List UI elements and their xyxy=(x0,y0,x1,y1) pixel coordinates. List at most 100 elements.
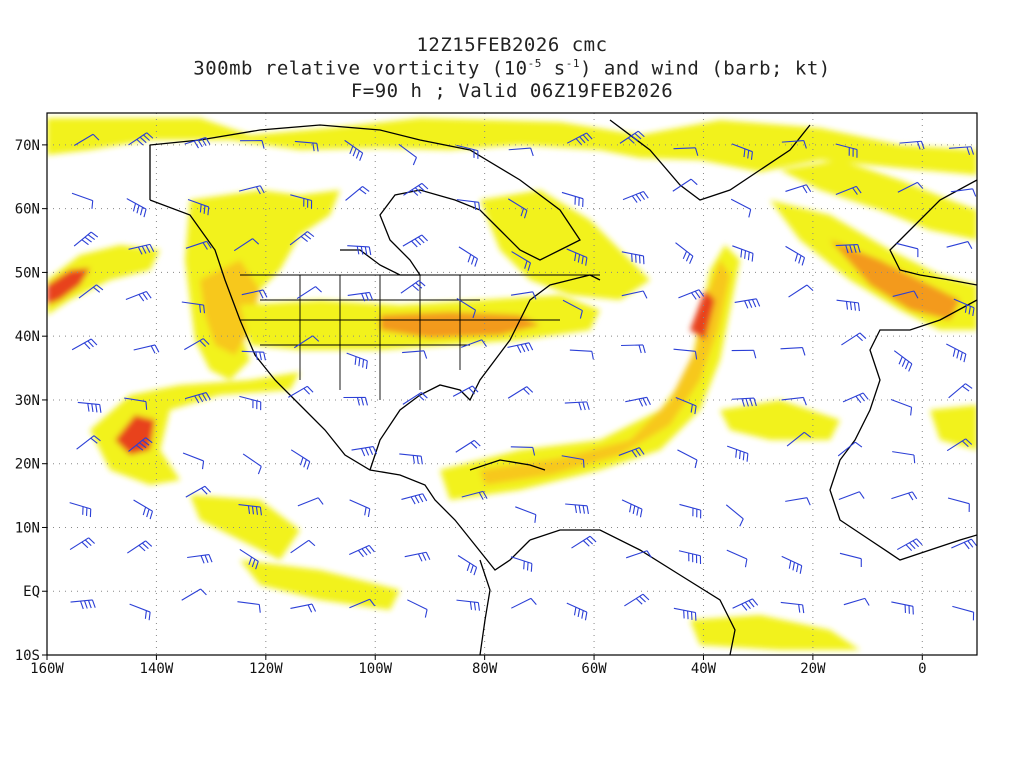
wind-barb xyxy=(781,555,803,574)
vort-band-aleutian xyxy=(47,245,160,315)
wind-barb xyxy=(785,184,812,194)
wind-barb xyxy=(288,385,314,398)
wind-barb xyxy=(508,147,534,157)
wind-barb xyxy=(241,289,268,299)
wind-barb xyxy=(345,186,370,201)
wind-barb xyxy=(673,607,697,621)
wind-barb xyxy=(725,504,744,527)
wind-barb xyxy=(71,192,94,209)
wind-barb xyxy=(290,194,313,209)
wind-barb xyxy=(566,248,588,266)
wind-barb xyxy=(293,335,320,349)
wind-barb xyxy=(133,499,154,520)
wind-barb xyxy=(290,449,311,470)
wind-barb xyxy=(402,391,428,405)
wind-barb xyxy=(296,286,322,300)
wind-barb xyxy=(561,191,584,207)
wind-barb xyxy=(510,446,536,456)
lon-tick-label: 80W xyxy=(472,661,498,677)
wind-barb xyxy=(511,251,531,271)
wind-barb xyxy=(569,349,594,360)
lon-tick-label: 20W xyxy=(800,661,826,677)
wind-barb xyxy=(788,284,814,298)
wind-barb xyxy=(947,497,970,512)
wind-barb xyxy=(402,350,428,359)
wind-barb xyxy=(780,601,805,614)
wind-barb xyxy=(458,246,478,267)
wind-barb xyxy=(456,199,481,211)
wind-barb xyxy=(678,550,702,565)
wind-barb xyxy=(133,344,160,354)
wind-barb xyxy=(344,139,364,161)
wind-barb xyxy=(400,280,426,294)
wind-barb xyxy=(619,130,645,144)
lon-tick-label: 160W xyxy=(30,661,64,677)
map-axes: 160W 140W 120W 100W 80W 60W 40W 20W 0 10S EQ 10N 20N… xyxy=(15,138,927,677)
wind-barb xyxy=(455,439,481,453)
wind-barb xyxy=(127,540,153,554)
lat-tick-label: 10N xyxy=(15,520,40,536)
wind-barb xyxy=(70,599,96,610)
wind-barb xyxy=(952,605,975,621)
wind-barb xyxy=(452,385,479,397)
wind-barb xyxy=(347,245,372,256)
wind-barb xyxy=(290,603,317,613)
lon-tick-label: 140W xyxy=(140,661,174,677)
coast-europe-africa xyxy=(829,179,977,561)
wind-barb xyxy=(398,143,417,166)
lat-tick-label: EQ xyxy=(23,584,40,600)
wind-barb xyxy=(626,550,652,559)
wind-barb xyxy=(731,349,757,359)
wind-barb xyxy=(510,291,537,300)
wind-barb xyxy=(456,297,477,319)
wind-barb xyxy=(407,599,428,618)
wind-barb xyxy=(621,344,646,354)
wind-barb xyxy=(677,449,698,469)
coast-south-america xyxy=(479,529,736,655)
wind-barb xyxy=(457,555,478,576)
vort-band-tropical-2 xyxy=(240,560,400,610)
vort-core-subtropical-pacific xyxy=(115,415,155,455)
vort-core-europe xyxy=(830,240,960,320)
lon-tick-label: 0 xyxy=(918,661,926,677)
wind-barb xyxy=(893,350,913,372)
vort-core-aleutian xyxy=(47,268,90,305)
wind-barb xyxy=(841,332,867,346)
wind-barb xyxy=(731,397,757,407)
wind-barb xyxy=(625,396,651,407)
wind-barb xyxy=(732,245,754,262)
wind-barb xyxy=(679,503,702,519)
wind-barb xyxy=(71,338,98,351)
wind-barb xyxy=(897,181,924,193)
wind-barb xyxy=(891,491,918,501)
wind-barb xyxy=(240,140,265,149)
wind-barb xyxy=(187,554,213,564)
wind-barb xyxy=(77,401,102,413)
wind-barb xyxy=(621,290,648,299)
vort-band-greenland xyxy=(780,160,977,240)
wind-barb xyxy=(349,499,371,518)
wind-barb xyxy=(349,544,375,558)
wind-barb xyxy=(346,352,368,370)
wind-barb xyxy=(511,597,537,609)
wind-barb xyxy=(238,504,262,516)
wind-barb xyxy=(953,298,975,317)
wind-barb xyxy=(404,551,431,562)
wind-barb xyxy=(673,147,699,156)
wind-barb xyxy=(185,240,212,250)
wind-barb xyxy=(507,386,534,399)
wind-barb xyxy=(237,601,261,613)
lon-tick-label: 40W xyxy=(691,661,717,677)
wind-barb xyxy=(726,445,749,462)
wind-barb xyxy=(836,299,860,312)
wind-barb xyxy=(565,503,589,515)
wind-barb xyxy=(401,493,428,505)
wind-barb xyxy=(786,431,812,447)
map-title-line1: 12Z15FEB2026 cmc xyxy=(416,34,608,56)
wind-barb xyxy=(621,499,643,518)
wind-barb xyxy=(780,346,806,356)
wind-barb xyxy=(456,144,479,159)
vort-max-atlantic xyxy=(690,290,715,340)
lat-tick-label: 70N xyxy=(15,138,40,154)
